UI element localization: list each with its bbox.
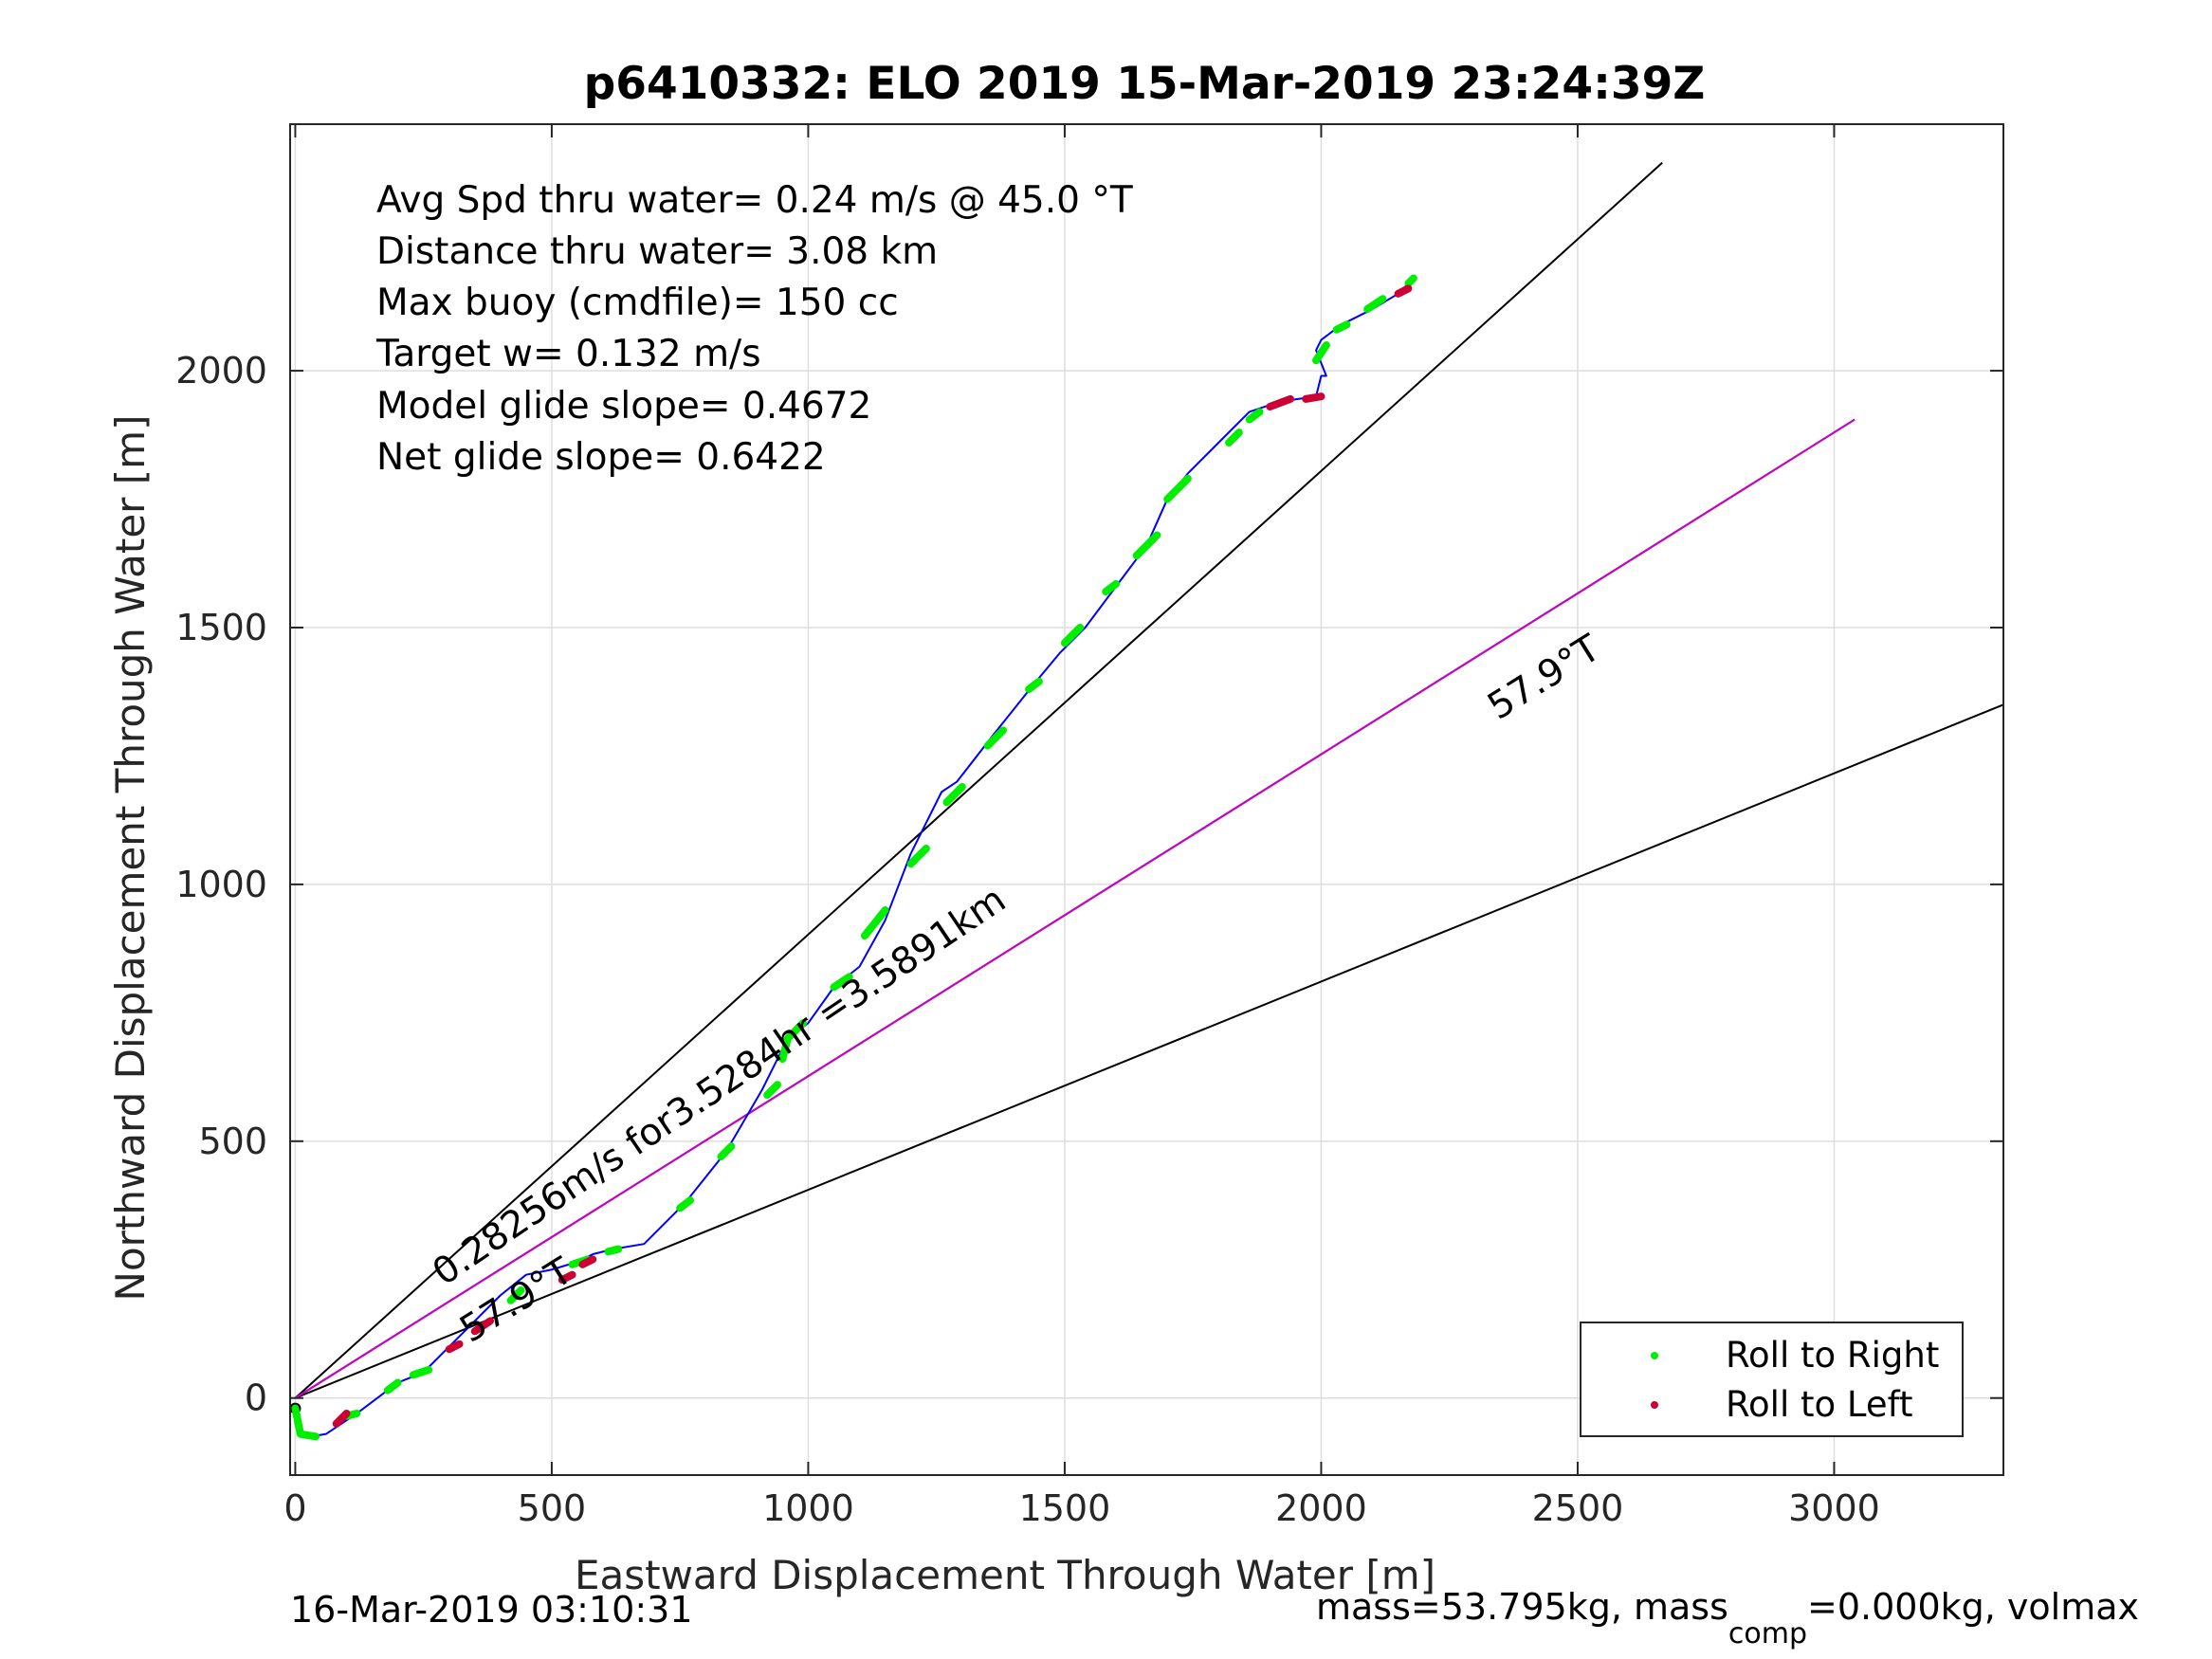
footer-mass-part1: mass=53.795kg, mass [1316, 1586, 1728, 1628]
legend-marker-roll-left [1651, 1401, 1658, 1409]
roll-left-marker [558, 1270, 576, 1285]
x-tick-label: 500 [518, 1487, 587, 1529]
roll-markers [291, 274, 1417, 1441]
roll-right-marker [763, 1081, 781, 1100]
annotation-target-w: Target w= 0.132 m/s [375, 333, 761, 375]
roll-right-marker [409, 1365, 433, 1379]
roll-right-marker [604, 1245, 623, 1256]
y-tick-label: 0 [245, 1377, 267, 1419]
annotation-max-buoy: Max buoy (cmdfile)= 150 cc [376, 282, 899, 324]
legend-box [1580, 1322, 1964, 1437]
roll-right-marker [860, 905, 889, 940]
legend-label-roll-left: Roll to Left [1726, 1384, 1913, 1425]
chart-title: p6410332: ELO 2019 15-Mar-2019 23:24:39Z [584, 58, 1706, 110]
roll-right-marker [1102, 579, 1121, 596]
reference-line-1 [294, 161, 1663, 1399]
roll-right-marker [1132, 531, 1161, 560]
roll-left-marker [332, 1409, 351, 1428]
roll-right-marker [291, 1404, 320, 1441]
x-tick-label: 2000 [1275, 1487, 1367, 1529]
roll-right-marker [1025, 677, 1043, 694]
roll-right-marker [983, 726, 1008, 750]
roll-right-marker [1060, 623, 1085, 647]
footer-timestamp: 16-Mar-2019 03:10:31 [290, 1589, 693, 1631]
footer-mass-subscript: comp [1728, 1617, 1807, 1650]
x-tick-label: 3000 [1788, 1487, 1880, 1529]
y-tick-label: 1000 [175, 864, 267, 905]
roll-right-marker [506, 1285, 525, 1304]
footer-mass: mass=53.795kg, masscomp=0.000kg, volmax [1316, 1586, 2139, 1650]
roll-right-marker [383, 1378, 402, 1395]
roll-left-marker [1302, 392, 1325, 403]
x-tick-label: 0 [283, 1487, 306, 1529]
roll-right-marker [717, 1142, 736, 1161]
axis-ticks: 0 500 1000 1500 2000 2500 3000 0 500 1000 1500 2000 [175, 124, 2003, 1529]
y-tick-label: 1500 [175, 607, 267, 648]
roll-left-marker [1266, 394, 1294, 411]
roll-right-marker [778, 1019, 808, 1064]
roll-right-marker [906, 844, 930, 868]
annotation-model-glide: Model glide slope= 0.4672 [376, 385, 871, 428]
roll-right-marker [1404, 274, 1417, 287]
legend: Roll to Right Roll to Left [1580, 1322, 1964, 1437]
roll-left-marker [1394, 284, 1413, 298]
annotation-distance: Distance thru water= 3.08 km [376, 230, 938, 273]
roll-right-marker [1312, 340, 1330, 365]
y-tick-label: 500 [198, 1121, 267, 1162]
roll-right-marker [1225, 428, 1243, 447]
roll-right-marker [942, 782, 966, 807]
roll-left-marker [470, 1317, 494, 1336]
annotation-block: Avg Spd thru water= 0.24 m/s @ 45.0 °T D… [375, 179, 1133, 479]
annotation-net-glide: Net glide slope= 0.6422 [376, 436, 826, 479]
y-axis-label: Northward Displacement Through Water [m] [107, 415, 154, 1302]
x-tick-label: 1500 [1019, 1487, 1111, 1529]
axes-frame [289, 123, 2004, 1476]
roll-left-marker [578, 1255, 597, 1268]
legend-marker-roll-right [1651, 1352, 1658, 1359]
x-tick-label: 2500 [1532, 1487, 1624, 1529]
roll-right-marker [1163, 474, 1192, 503]
mean-direction-line [294, 418, 1856, 1399]
reference-line-3 [295, 703, 2004, 1399]
x-tick-label: 1000 [762, 1487, 854, 1529]
roll-right-marker [830, 973, 853, 992]
mean-direction-segment [294, 418, 1856, 1399]
roll-right-marker [1363, 295, 1387, 314]
roll-right-marker [676, 1196, 694, 1212]
roll-right-marker [1332, 320, 1351, 334]
roll-right-marker [1245, 408, 1264, 424]
footer-mass-part2: =0.000kg, volmax [1807, 1586, 2139, 1628]
axes-background [290, 124, 2003, 1475]
annotation-avg-speed: Avg Spd thru water= 0.24 m/s @ 45.0 °T [376, 179, 1133, 222]
roll-left-marker [445, 1340, 464, 1354]
y-tick-label: 2000 [175, 350, 267, 392]
x-axis-label: Eastward Displacement Through Water [m] [575, 1552, 1435, 1598]
legend-label-roll-right: Roll to Right [1726, 1335, 1939, 1376]
